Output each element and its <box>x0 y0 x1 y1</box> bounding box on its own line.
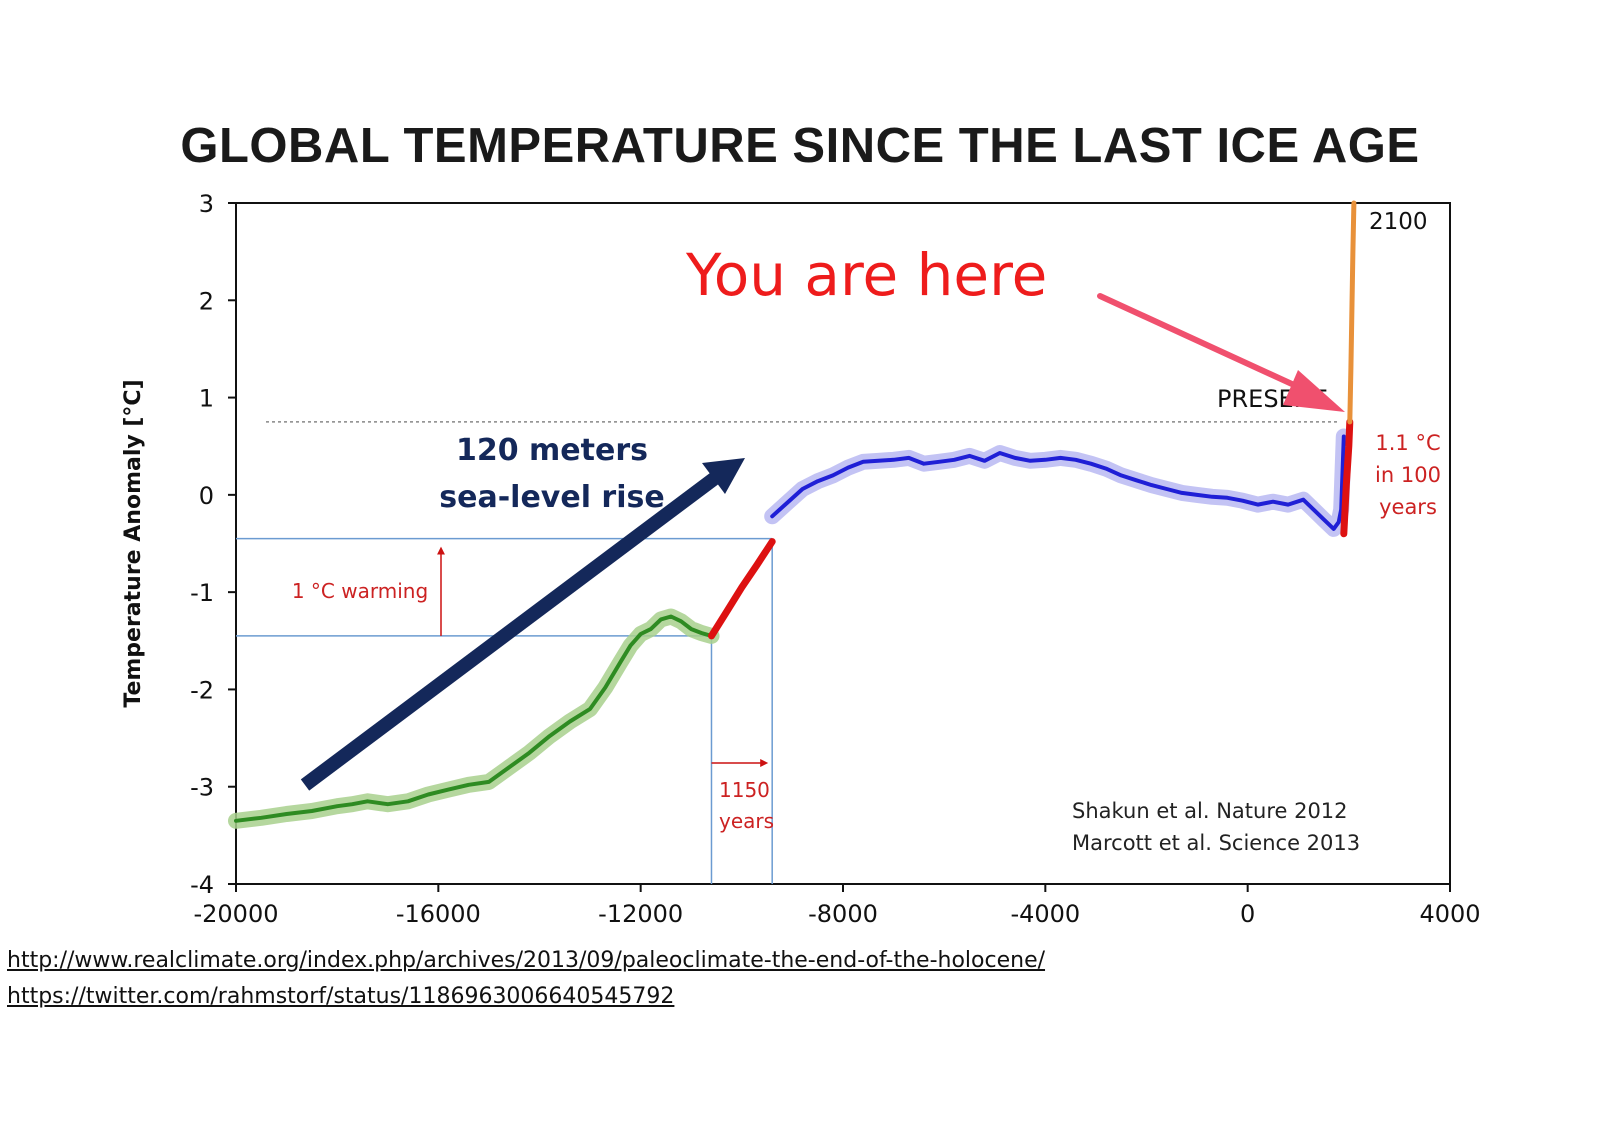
you-are-here-arrow-head <box>1283 370 1345 412</box>
x-tick-label: -4000 <box>1010 900 1080 928</box>
twitter-link[interactable]: https://twitter.com/rahmstorf/status/118… <box>7 984 675 1009</box>
rate-label-line2: in 100 <box>1375 463 1441 487</box>
you-are-here-label: You are here <box>685 241 1047 309</box>
realclimate-link[interactable]: http://www.realclimate.org/index.php/arc… <box>7 948 1046 973</box>
x-tick-label: 4000 <box>1419 900 1480 928</box>
rate-label-line1: 1.1 °C <box>1375 431 1440 455</box>
sea-level-label-line1: 120 meters <box>456 433 648 468</box>
y-tick-label: -2 <box>190 676 214 704</box>
y-tick-label: 0 <box>199 482 214 510</box>
series-2-line <box>770 434 1346 531</box>
x-tick-label: -20000 <box>193 900 278 928</box>
y-tick-label: -4 <box>190 871 214 899</box>
series-0-uncertainty-band <box>228 608 720 829</box>
x-tick-label: -8000 <box>808 900 878 928</box>
you-are-here-arrow-shaft <box>1097 293 1308 393</box>
series-0-line <box>234 614 714 823</box>
year-2100-label: 2100 <box>1369 209 1428 235</box>
sea-level-label-line2: sea-level rise <box>439 480 664 515</box>
y-tick-label: 3 <box>199 190 214 218</box>
series-2-uncertainty-band <box>764 428 1352 537</box>
source-line2: Marcott et al. Science 2013 <box>1072 831 1360 855</box>
sea-level-arrow-shaft <box>300 472 720 791</box>
source-line1: Shakun et al. Nature 2012 <box>1072 799 1348 823</box>
sea-level-arrow-head <box>702 458 745 494</box>
x-tick-label: 0 <box>1240 900 1255 928</box>
rate-label-line3: years <box>1379 495 1437 519</box>
years-label-line2: years <box>719 809 774 833</box>
series-3-line <box>1340 418 1354 538</box>
x-tick-label: -16000 <box>396 900 481 928</box>
y-tick-label: -3 <box>190 774 214 802</box>
source-links: http://www.realclimate.org/index.php/arc… <box>7 943 1045 1015</box>
y-tick-label: -1 <box>190 579 214 607</box>
chart-title: GLOBAL TEMPERATURE SINCE THE LAST ICE AG… <box>180 119 1420 173</box>
y-tick-label: 2 <box>199 287 214 315</box>
series-4-line <box>1347 200 1357 425</box>
series-1-line <box>708 538 776 640</box>
x-tick-label: -12000 <box>598 900 683 928</box>
y-tick-label: 1 <box>199 385 214 413</box>
warming-label: 1 °C warming <box>292 579 428 603</box>
y-axis-label: Temperature Anomaly [°C] <box>121 379 146 707</box>
years-label-line1: 1150 <box>719 778 770 802</box>
